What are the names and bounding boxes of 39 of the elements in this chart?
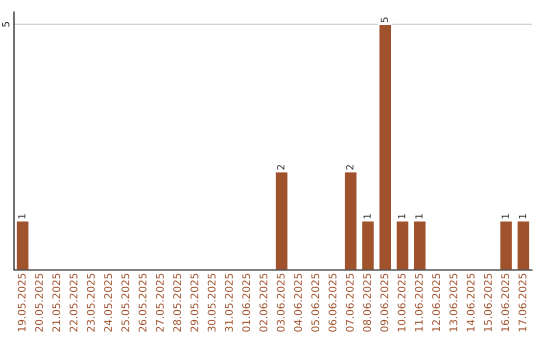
x-tick-label: 23.05.2025 (86, 274, 95, 332)
data-label: 2 (346, 165, 354, 170)
x-tick-label: 01.06.2025 (242, 274, 250, 332)
data-label: 1 (415, 214, 422, 218)
x-tick-label: 09.06.2025 (380, 274, 388, 332)
x-tick-label: 13.06.2025 (449, 274, 458, 332)
x-tick-label: 31.05.2025 (224, 274, 233, 332)
x-tick-label: 27.05.2025 (156, 274, 164, 332)
x-tick-label: 22.05.2025 (70, 274, 78, 332)
x-tick-label: 15.06.2025 (484, 274, 492, 332)
x-tick-label: 02.06.2025 (260, 274, 268, 332)
x-tick-label: 30.05.2025 (208, 274, 216, 332)
x-tick-label: 07.06.2025 (346, 274, 354, 332)
data-label: 1 (502, 214, 509, 218)
x-tick-label: 29.05.2025 (190, 274, 198, 332)
x-tick-label: 28.05.2025 (173, 274, 182, 332)
x-tick-label: 04.06.2025 (294, 274, 302, 332)
x-tick-label: 05.06.2025 (311, 274, 320, 332)
x-tick-label: 14.06.2025 (466, 274, 475, 332)
data-label: 1 (398, 214, 406, 218)
data-label: 1 (518, 214, 526, 218)
x-tick-label: 24.05.2025 (104, 274, 112, 332)
x-tick-label: 16.06.2025 (501, 274, 510, 332)
x-tick-label: 26.05.2025 (138, 274, 147, 332)
x-tick-label: 20.05.2025 (35, 274, 43, 332)
x-tick-label: 12.06.2025 (432, 274, 440, 332)
data-label: 2 (277, 165, 284, 170)
data-label: 1 (364, 214, 371, 218)
data-label: 1 (18, 214, 26, 218)
x-tick-label: 11.06.2025 (414, 274, 423, 332)
x-tick-label: 08.06.2025 (363, 274, 371, 332)
x-tick-label: 19.05.2025 (18, 274, 26, 332)
data-label: 5 (380, 18, 388, 22)
x-tick-label: 06.06.2025 (328, 274, 336, 332)
x-tick-label: 10.06.2025 (398, 274, 406, 332)
x-tick-label: 25.05.2025 (121, 274, 130, 332)
x-tick-label: 21.05.2025 (52, 274, 60, 332)
x-tick-label: 03.06.2025 (276, 274, 285, 332)
x-tick-label: 17.06.2025 (518, 274, 526, 332)
